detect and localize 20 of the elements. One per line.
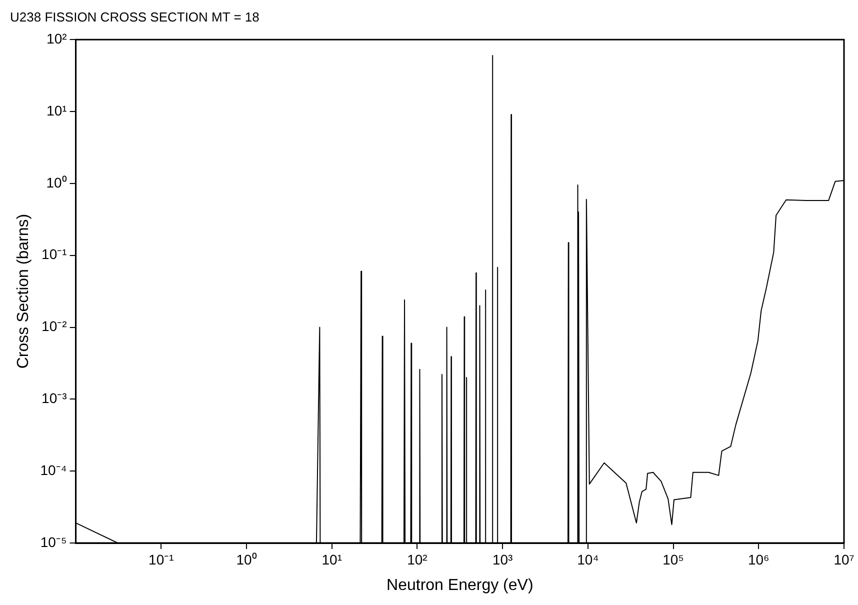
y-tick-label: 10⁻⁴ — [40, 462, 67, 478]
y-tick-label: 10² — [46, 30, 68, 46]
x-tick-label: 10⁶ — [748, 551, 770, 568]
x-tick-label: 10⁷ — [834, 551, 854, 568]
x-tick-label: 10² — [407, 551, 428, 568]
x-tick-label: 10⁻¹ — [148, 551, 174, 568]
x-tick-label: 10⁴ — [577, 551, 599, 568]
x-tick-label: 10⁰ — [236, 551, 257, 568]
y-tick-label: 10⁻⁵ — [40, 534, 67, 550]
chart-title: U238 FISSION CROSS SECTION MT = 18 — [10, 9, 260, 24]
y-axis-title: Cross Section (barns) — [15, 214, 32, 369]
x-tick-label: 10³ — [492, 551, 514, 568]
x-axis-title: Neutron Energy (eV) — [386, 576, 534, 594]
y-tick-label: 10⁻³ — [42, 390, 68, 406]
y-tick-label: 10¹ — [46, 102, 68, 118]
y-tick-label: 10⁰ — [46, 174, 67, 190]
x-tick-label: 10⁵ — [662, 551, 684, 568]
x-tick-label: 10¹ — [322, 551, 342, 568]
y-tick-label: 10⁻¹ — [42, 246, 68, 262]
y-tick-label: 10⁻² — [42, 318, 68, 334]
